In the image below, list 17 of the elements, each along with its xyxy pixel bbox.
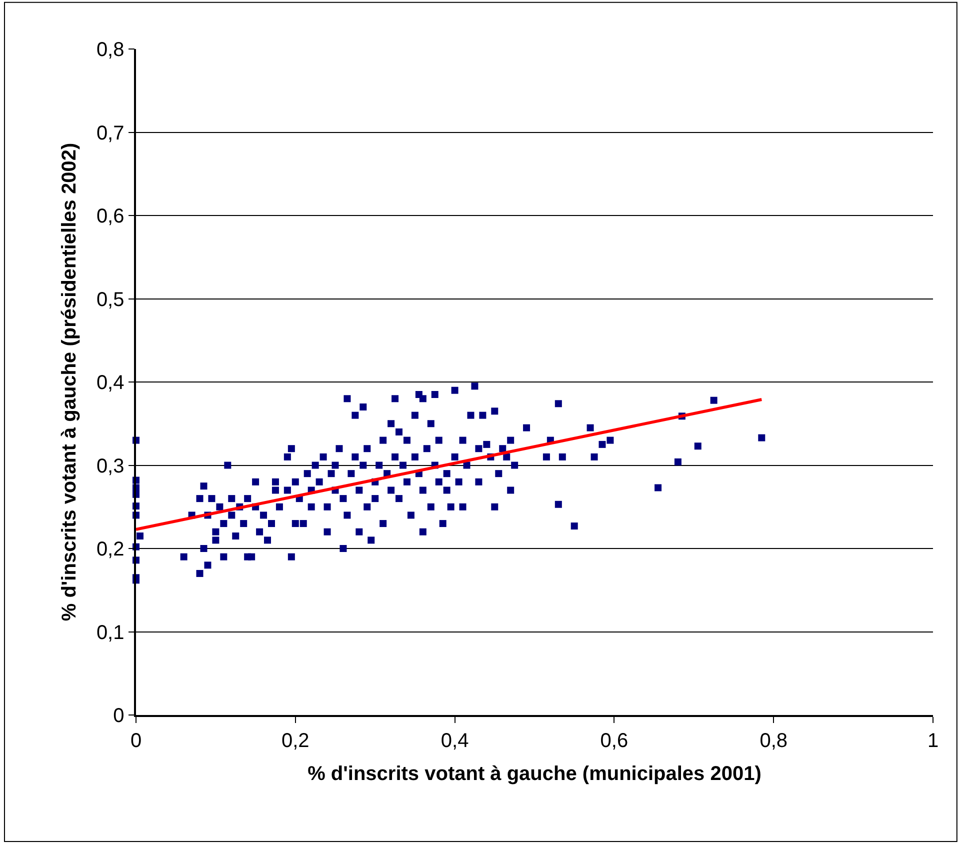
y-tick-label: 0,4 xyxy=(96,372,124,394)
y-tick-label: 0,1 xyxy=(96,622,124,644)
y-tick-label: 0,2 xyxy=(96,538,124,560)
y-tick-label: 0 xyxy=(113,705,124,727)
x-tick-label: 0,2 xyxy=(281,730,310,752)
y-tick-label: 0,5 xyxy=(96,288,124,311)
x-tick-label: 0,4 xyxy=(440,730,469,752)
x-axis-title: % d'inscrits votant à gauche (municipales 2001) xyxy=(308,762,762,785)
x-tick-label: 0 xyxy=(130,730,142,752)
x-tick-label: 0,8 xyxy=(760,730,788,752)
y-tick-label: 0,3 xyxy=(96,455,124,478)
y-tick-label: 0,6 xyxy=(96,206,124,228)
x-tick-label: 0,6 xyxy=(600,730,628,752)
y-tick-label: 0,7 xyxy=(96,122,124,144)
y-tick-label: 0,8 xyxy=(96,39,124,61)
y-axis-title: % d'inscrits votant à gauche (présidentielles 2002) xyxy=(58,142,80,622)
x-tick-label: 1 xyxy=(927,730,939,752)
